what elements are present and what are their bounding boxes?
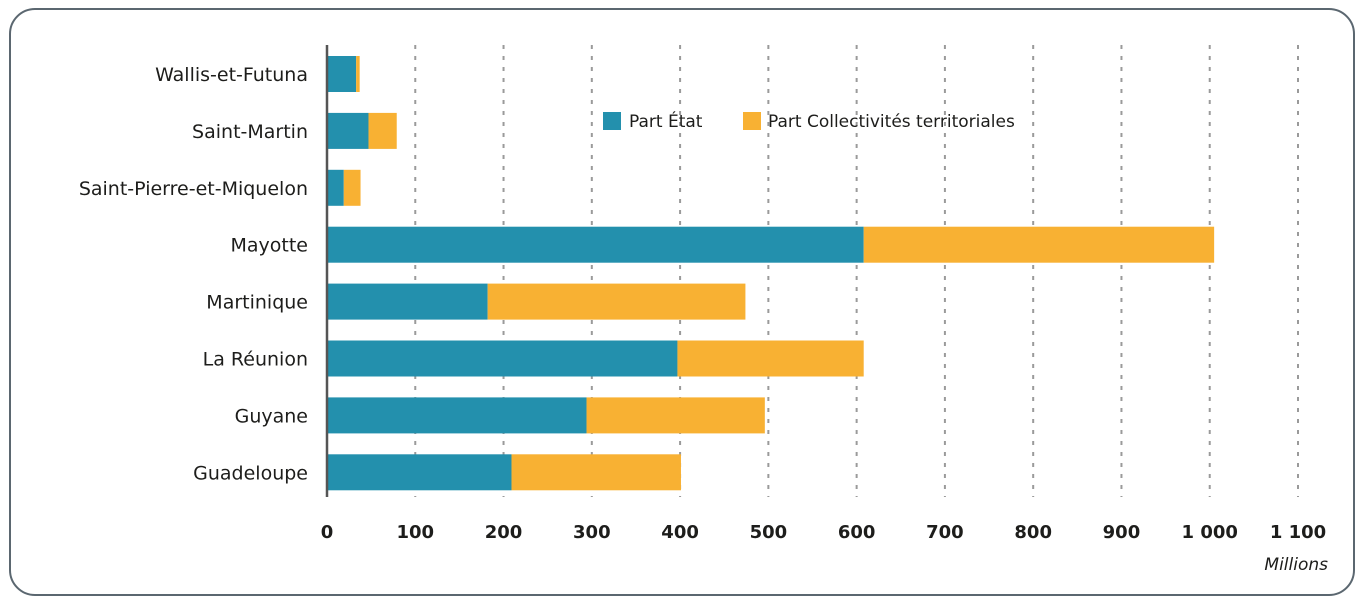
x-tick-label: 800 — [1014, 522, 1052, 543]
category-label: Wallis-et-Futuna — [155, 64, 308, 86]
legend: Part État Part Collectivités territorial… — [603, 110, 1015, 132]
x-tick-label: 600 — [838, 522, 876, 543]
bar-part-collectivites — [356, 56, 360, 92]
bar-part-collectivites — [487, 283, 746, 320]
x-tick-label: 400 — [661, 522, 699, 543]
x-tick-labels: 0 100 200 300 400 500 600 700 800 900 1 000 1 100 — [321, 522, 1326, 543]
bar-part-etat — [327, 112, 369, 149]
x-tick-label: 500 — [750, 522, 788, 543]
bar-part-etat — [327, 283, 488, 320]
category-label: Guyane — [235, 405, 308, 427]
bar-part-etat — [327, 397, 587, 434]
category-label: Saint-Pierre-et-Miquelon — [79, 178, 308, 200]
bar-part-etat — [327, 56, 357, 92]
legend-label-part-etat: Part État — [629, 110, 703, 132]
category-label: Martinique — [206, 292, 308, 314]
bar-part-collectivites — [511, 454, 681, 491]
bar-part-collectivites — [863, 226, 1215, 263]
bar-part-etat — [327, 169, 344, 206]
x-tick-label: 200 — [485, 522, 523, 543]
chart-frame — [9, 8, 1355, 596]
bar-part-collectivites — [677, 340, 864, 377]
x-tick-label: 1 100 — [1270, 522, 1326, 543]
bar-part-etat — [327, 454, 512, 491]
x-tick-label: 100 — [396, 522, 434, 543]
x-tick-label: 0 — [321, 522, 334, 543]
legend-swatch-part-collectivites — [743, 112, 761, 130]
unit-label: Millions — [1264, 555, 1328, 575]
x-tick-label: 1 000 — [1182, 522, 1238, 543]
category-label: Mayotte — [231, 235, 309, 257]
bar-part-collectivites — [586, 397, 765, 434]
bar-part-etat — [327, 226, 864, 263]
category-labels: Wallis-et-Futuna Saint-Martin Saint-Pierre… — [79, 64, 308, 484]
bars-group — [327, 56, 1215, 491]
category-label: La Réunion — [203, 349, 308, 371]
category-label: Guadeloupe — [193, 462, 308, 484]
x-tick-label: 700 — [926, 522, 964, 543]
bar-part-collectivites — [368, 112, 397, 149]
legend-swatch-part-etat — [603, 112, 621, 130]
x-tick-label: 900 — [1103, 522, 1141, 543]
x-tick-label: 300 — [573, 522, 611, 543]
bar-part-collectivites — [343, 169, 361, 206]
bar-part-etat — [327, 340, 678, 377]
legend-label-part-collectivites: Part Collectivités territoriales — [768, 112, 1015, 132]
category-label: Saint-Martin — [192, 121, 308, 143]
